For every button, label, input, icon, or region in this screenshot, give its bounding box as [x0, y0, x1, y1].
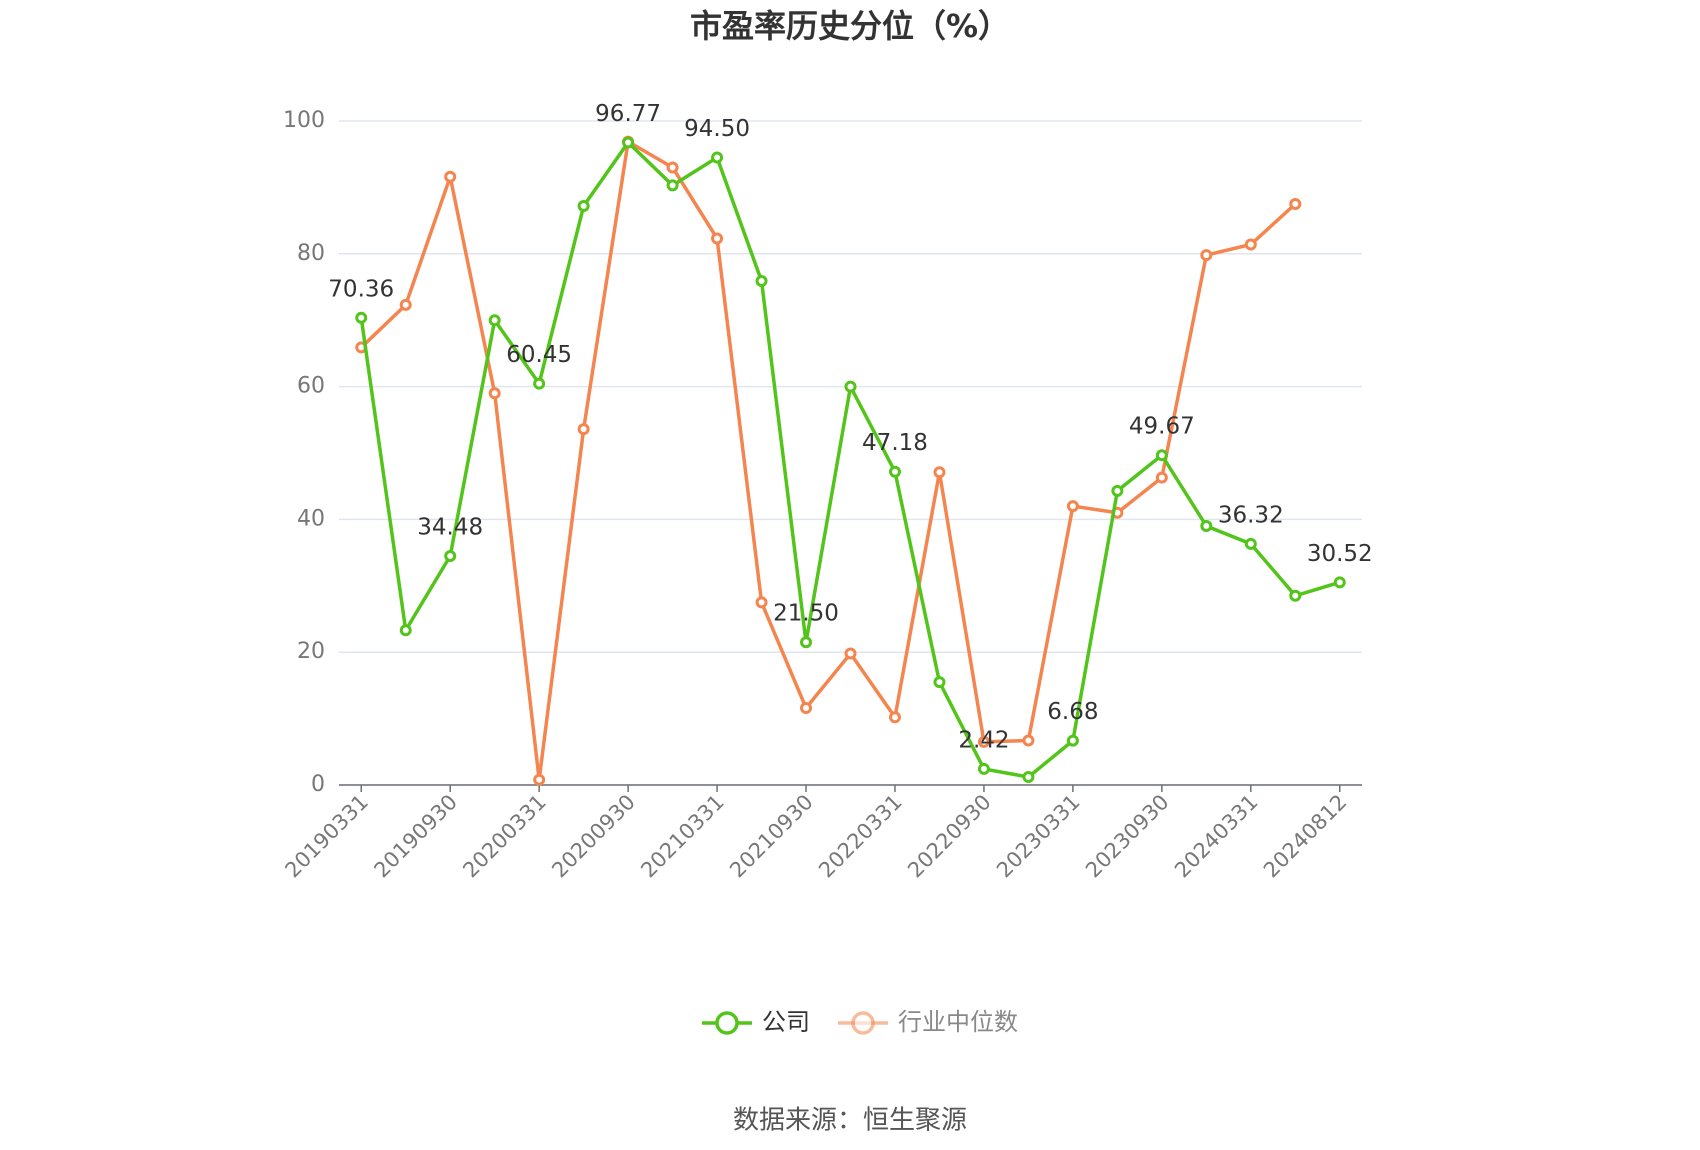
point: [488, 387, 501, 400]
point: [444, 170, 457, 183]
point: [1200, 249, 1213, 262]
series-line: [360, 138, 1297, 780]
point: [1155, 449, 1168, 462]
data-label: 34.48: [417, 515, 483, 541]
point: [399, 298, 412, 311]
data-label: 2.42: [958, 727, 1009, 753]
y-tick-label: 60: [297, 374, 325, 399]
point: [1111, 484, 1124, 497]
legend-label: 公司: [762, 1008, 810, 1036]
point: [1244, 238, 1257, 251]
point: [933, 676, 946, 689]
data-label: 36.32: [1218, 502, 1284, 528]
x-tick-label: 20190930: [369, 790, 462, 883]
data-label: 94.50: [684, 116, 750, 142]
legend-marker: [715, 1011, 739, 1035]
point: [666, 179, 679, 192]
x-tick-label: 20240331: [1170, 790, 1263, 883]
source: 数据来源：恒生聚源: [733, 1106, 967, 1136]
point: [755, 275, 768, 288]
point: [1200, 520, 1213, 533]
point: [577, 423, 590, 436]
data-label: 49.67: [1129, 414, 1195, 440]
x-tick-label: 20230930: [1081, 790, 1174, 883]
point: [1066, 734, 1079, 747]
x-tick-label: 20220930: [903, 790, 996, 883]
y-tick-label: 40: [297, 506, 325, 531]
x-tick-label: 20230331: [992, 790, 1085, 883]
point: [533, 377, 546, 390]
legend-label: 行业中位数: [898, 1008, 1018, 1036]
point: [1155, 471, 1168, 484]
point: [1244, 537, 1257, 550]
point: [1022, 771, 1035, 784]
point: [1066, 500, 1079, 513]
point: [711, 232, 724, 245]
point: [577, 199, 590, 212]
point: [1289, 198, 1302, 210]
x-tick-label: 20210331: [636, 790, 729, 883]
data-label: 47.18: [862, 430, 928, 456]
x-tick-label: 20210930: [725, 790, 818, 883]
x-tick-label: 20190331: [280, 790, 373, 883]
point: [800, 636, 813, 649]
data-label: 6.68: [1047, 699, 1098, 725]
point: [1022, 734, 1035, 747]
data-label: 21.50: [773, 601, 839, 627]
data-label: 96.77: [595, 101, 661, 127]
point: [1333, 576, 1346, 589]
point: [844, 647, 857, 660]
point: [711, 151, 724, 164]
point: [755, 596, 768, 609]
point: [533, 773, 546, 786]
point: [1289, 589, 1302, 602]
point: [977, 735, 990, 748]
x-tick-label: 20200331: [458, 790, 551, 883]
data-label: 60.45: [506, 342, 572, 368]
data-label: 30.52: [1307, 541, 1373, 567]
point: [488, 314, 501, 327]
data-label: 70.36: [328, 276, 394, 302]
y-tick-label: 100: [283, 108, 325, 133]
x-tick-label: 20200930: [547, 790, 640, 883]
point: [666, 161, 679, 174]
point: [399, 624, 412, 637]
point: [622, 136, 635, 149]
x-tick-label: 20220331: [814, 790, 907, 883]
point: [888, 465, 901, 478]
y-tick-label: 0: [311, 772, 325, 797]
legend-marker: [851, 1011, 875, 1035]
point: [444, 550, 457, 563]
point: [888, 711, 901, 724]
point: [844, 380, 857, 393]
point: [977, 762, 990, 775]
point: [933, 466, 946, 479]
y-tick-label: 80: [297, 241, 325, 266]
chart-title: 市盈率历史分位（%）: [690, 7, 1010, 45]
x-tick-label: 20240812: [1259, 790, 1352, 883]
point: [800, 701, 813, 714]
y-tick-label: 20: [297, 639, 325, 664]
point: [355, 311, 368, 324]
series-line: [359, 139, 1341, 779]
